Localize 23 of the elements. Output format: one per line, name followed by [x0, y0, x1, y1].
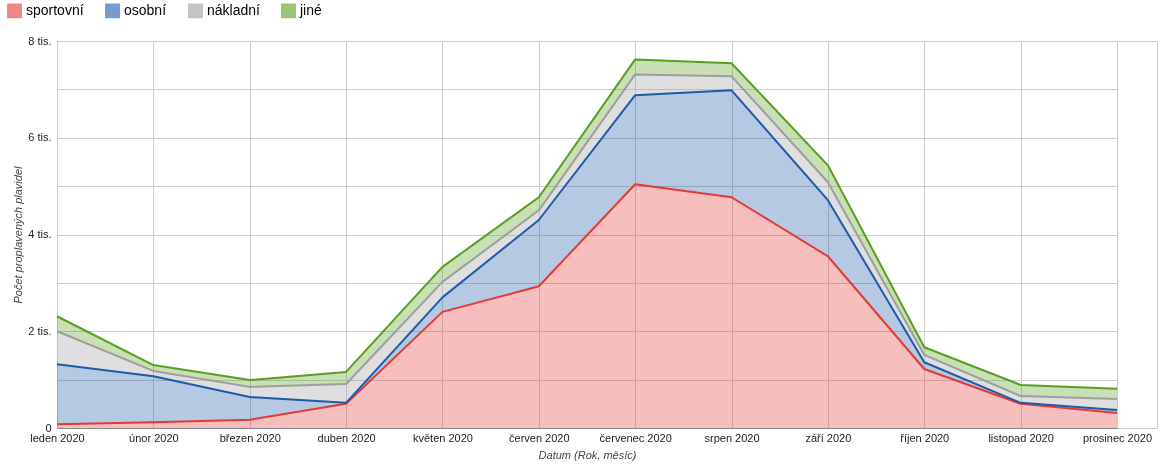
legend-label: jiné [299, 1, 323, 18]
y-tick-label: 4 tis. [28, 228, 52, 240]
x-tick-label: červen 2020 [509, 431, 570, 444]
x-tick-label: březen 2020 [219, 431, 281, 444]
x-tick-label: duben 2020 [317, 431, 376, 444]
x-tick-label: leden 2020 [30, 431, 85, 444]
legend-label: sportovní [26, 1, 84, 18]
x-tick-label: květen 2020 [412, 431, 473, 444]
y-axis-title: Počet proplavených plavidel [12, 165, 25, 304]
y-tick-label: 6 tis. [28, 131, 52, 144]
y-tick-label: 2 tis. [28, 324, 52, 337]
x-tick-label: prosinec 2020 [1082, 431, 1153, 444]
x-tick-label: říjen 2020 [900, 431, 950, 444]
x-tick-label: červenec 2020 [599, 431, 672, 444]
legend-label: nákladní [207, 1, 261, 18]
y-tick-label: 0 [45, 421, 52, 434]
x-tick-label: únor 2020 [129, 431, 179, 444]
x-axis-title: Datum (Rok, měsíc) [538, 448, 637, 461]
legend-label: osobní [124, 1, 167, 18]
x-tick-label: září 2020 [805, 431, 852, 444]
x-tick-label: listopad 2020 [988, 431, 1054, 444]
y-tick-label: 8 tis. [28, 34, 52, 47]
x-tick-label: srpen 2020 [704, 431, 760, 444]
